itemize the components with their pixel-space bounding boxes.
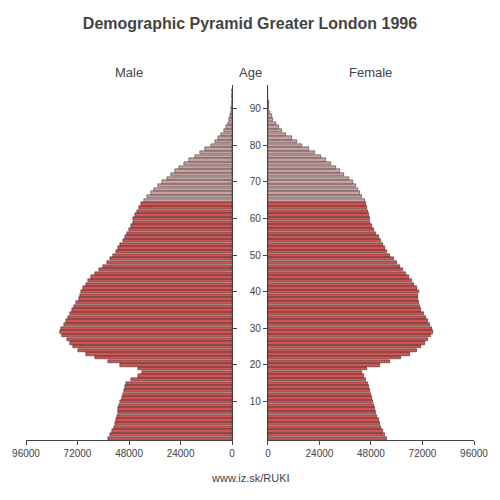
svg-text:96000: 96000	[12, 448, 40, 459]
svg-text:50: 50	[250, 250, 262, 261]
svg-text:48000: 48000	[357, 448, 385, 459]
svg-text:80: 80	[250, 140, 262, 151]
svg-text:0: 0	[265, 448, 271, 459]
svg-text:40: 40	[250, 286, 262, 297]
svg-text:0: 0	[229, 448, 235, 459]
svg-text:24000: 24000	[306, 448, 334, 459]
svg-text:Female: Female	[349, 65, 392, 80]
svg-text:72000: 72000	[409, 448, 437, 459]
svg-text:96000: 96000	[460, 448, 488, 459]
svg-text:90: 90	[250, 103, 262, 114]
svg-text:Age: Age	[239, 65, 262, 80]
svg-text:72000: 72000	[64, 448, 92, 459]
svg-text:Demographic Pyramid Greater Lo: Demographic Pyramid Greater London 1996	[83, 15, 417, 32]
svg-text:48000: 48000	[115, 448, 143, 459]
svg-text:Male: Male	[115, 65, 143, 80]
svg-text:24000: 24000	[167, 448, 195, 459]
svg-text:30: 30	[250, 323, 262, 334]
svg-text:20: 20	[250, 359, 262, 370]
svg-text:www.iz.sk/RUKI: www.iz.sk/RUKI	[211, 472, 290, 484]
svg-text:10: 10	[250, 396, 262, 407]
svg-text:70: 70	[250, 176, 262, 187]
svg-text:60: 60	[250, 213, 262, 224]
